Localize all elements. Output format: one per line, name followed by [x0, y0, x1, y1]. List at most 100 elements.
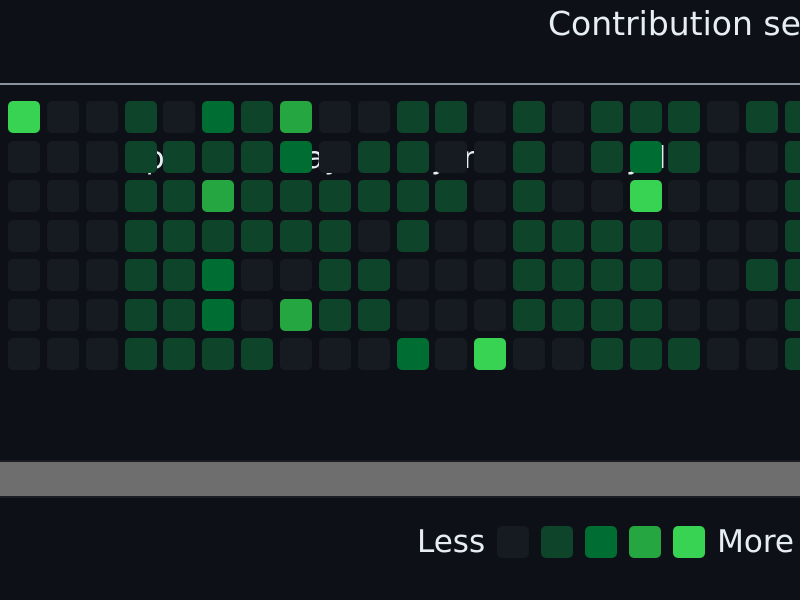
- contribution-day-cell[interactable]: [707, 141, 739, 173]
- contribution-day-cell[interactable]: [319, 101, 351, 133]
- contribution-day-cell[interactable]: [746, 259, 778, 291]
- contribution-day-cell[interactable]: [591, 180, 623, 212]
- contribution-day-cell[interactable]: [319, 299, 351, 331]
- contribution-day-cell[interactable]: [668, 259, 700, 291]
- contribution-day-cell[interactable]: [474, 101, 506, 133]
- contribution-day-cell[interactable]: [163, 101, 195, 133]
- contribution-day-cell[interactable]: [125, 180, 157, 212]
- contribution-day-cell[interactable]: [591, 299, 623, 331]
- contribution-day-cell[interactable]: [47, 180, 79, 212]
- contribution-day-cell[interactable]: [358, 180, 390, 212]
- contribution-day-cell[interactable]: [47, 338, 79, 370]
- contribution-day-cell[interactable]: [707, 299, 739, 331]
- contribution-day-cell[interactable]: [280, 259, 312, 291]
- scrollbar-thumb[interactable]: [0, 462, 800, 496]
- contribution-day-cell[interactable]: [319, 338, 351, 370]
- contribution-day-cell[interactable]: [435, 101, 467, 133]
- contribution-day-cell[interactable]: [319, 220, 351, 252]
- contribution-day-cell[interactable]: [785, 141, 800, 173]
- contribution-day-cell[interactable]: [552, 101, 584, 133]
- contribution-day-cell[interactable]: [591, 141, 623, 173]
- contribution-day-cell[interactable]: [630, 338, 662, 370]
- horizontal-scrollbar[interactable]: [0, 460, 800, 498]
- contribution-day-cell[interactable]: [241, 338, 273, 370]
- contribution-day-cell[interactable]: [280, 299, 312, 331]
- contribution-day-cell[interactable]: [319, 259, 351, 291]
- contribution-day-cell[interactable]: [707, 338, 739, 370]
- contribution-day-cell[interactable]: [202, 101, 234, 133]
- contribution-day-cell[interactable]: [435, 220, 467, 252]
- contribution-day-cell[interactable]: [163, 259, 195, 291]
- contribution-day-cell[interactable]: [397, 299, 429, 331]
- contribution-day-cell[interactable]: [202, 259, 234, 291]
- contribution-day-cell[interactable]: [358, 141, 390, 173]
- contribution-day-cell[interactable]: [474, 299, 506, 331]
- contribution-day-cell[interactable]: [474, 220, 506, 252]
- contribution-day-cell[interactable]: [86, 220, 118, 252]
- contribution-day-cell[interactable]: [746, 220, 778, 252]
- contribution-day-cell[interactable]: [163, 220, 195, 252]
- contribution-day-cell[interactable]: [163, 299, 195, 331]
- contribution-day-cell[interactable]: [8, 299, 40, 331]
- contribution-day-cell[interactable]: [591, 338, 623, 370]
- contribution-day-cell[interactable]: [513, 141, 545, 173]
- contribution-day-cell[interactable]: [707, 259, 739, 291]
- contribution-day-cell[interactable]: [435, 180, 467, 212]
- contribution-day-cell[interactable]: [86, 259, 118, 291]
- contribution-day-cell[interactable]: [474, 338, 506, 370]
- contribution-day-cell[interactable]: [397, 259, 429, 291]
- contribution-day-cell[interactable]: [86, 101, 118, 133]
- contribution-day-cell[interactable]: [668, 220, 700, 252]
- contribution-day-cell[interactable]: [630, 141, 662, 173]
- contribution-day-cell[interactable]: [241, 180, 273, 212]
- contribution-day-cell[interactable]: [552, 338, 584, 370]
- contribution-day-cell[interactable]: [358, 101, 390, 133]
- contribution-day-cell[interactable]: [47, 299, 79, 331]
- contribution-day-cell[interactable]: [280, 101, 312, 133]
- contribution-day-cell[interactable]: [668, 101, 700, 133]
- contribution-day-cell[interactable]: [397, 220, 429, 252]
- contribution-day-cell[interactable]: [552, 141, 584, 173]
- contribution-day-cell[interactable]: [241, 220, 273, 252]
- contribution-day-cell[interactable]: [125, 141, 157, 173]
- contribution-day-cell[interactable]: [630, 180, 662, 212]
- contribution-day-cell[interactable]: [435, 338, 467, 370]
- contribution-day-cell[interactable]: [785, 299, 800, 331]
- contribution-settings-button[interactable]: Contribution settings: [548, 4, 800, 43]
- contribution-day-cell[interactable]: [202, 338, 234, 370]
- contribution-day-cell[interactable]: [8, 180, 40, 212]
- contribution-day-cell[interactable]: [785, 180, 800, 212]
- contribution-day-cell[interactable]: [785, 220, 800, 252]
- contribution-day-cell[interactable]: [358, 299, 390, 331]
- contribution-day-cell[interactable]: [47, 220, 79, 252]
- contribution-day-cell[interactable]: [125, 299, 157, 331]
- contribution-day-cell[interactable]: [513, 101, 545, 133]
- contribution-day-cell[interactable]: [668, 299, 700, 331]
- contribution-day-cell[interactable]: [513, 220, 545, 252]
- contribution-day-cell[interactable]: [785, 101, 800, 133]
- contribution-day-cell[interactable]: [163, 180, 195, 212]
- contribution-day-cell[interactable]: [8, 338, 40, 370]
- contribution-day-cell[interactable]: [319, 180, 351, 212]
- contribution-day-cell[interactable]: [630, 101, 662, 133]
- contribution-day-cell[interactable]: [8, 259, 40, 291]
- contribution-day-cell[interactable]: [397, 101, 429, 133]
- contribution-day-cell[interactable]: [435, 259, 467, 291]
- contribution-day-cell[interactable]: [280, 338, 312, 370]
- contribution-day-cell[interactable]: [47, 101, 79, 133]
- contribution-day-cell[interactable]: [591, 220, 623, 252]
- contribution-day-cell[interactable]: [552, 299, 584, 331]
- contribution-day-cell[interactable]: [202, 180, 234, 212]
- contribution-day-cell[interactable]: [513, 299, 545, 331]
- contribution-day-cell[interactable]: [474, 259, 506, 291]
- contribution-day-cell[interactable]: [358, 220, 390, 252]
- contribution-day-cell[interactable]: [125, 101, 157, 133]
- contribution-day-cell[interactable]: [280, 141, 312, 173]
- contribution-day-cell[interactable]: [8, 141, 40, 173]
- contribution-day-cell[interactable]: [8, 220, 40, 252]
- contribution-day-cell[interactable]: [280, 180, 312, 212]
- contribution-day-cell[interactable]: [746, 180, 778, 212]
- contribution-day-cell[interactable]: [47, 259, 79, 291]
- contribution-day-cell[interactable]: [47, 141, 79, 173]
- contribution-day-cell[interactable]: [513, 259, 545, 291]
